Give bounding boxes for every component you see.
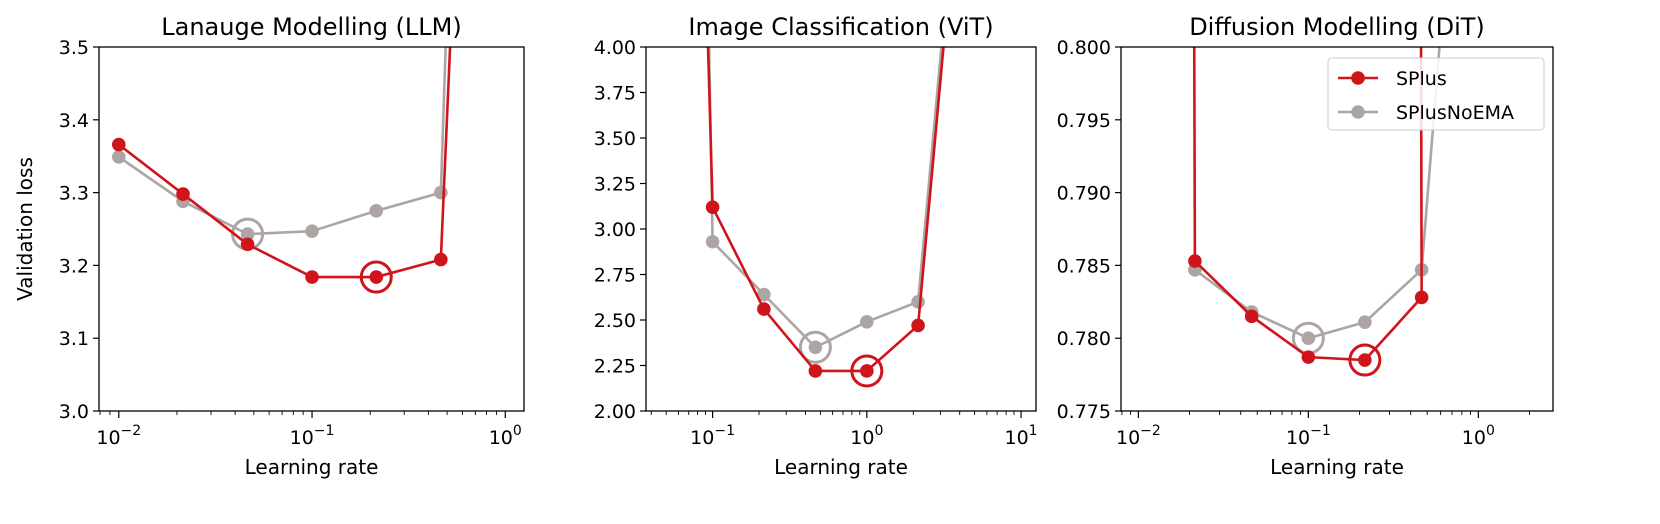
y-tick-label: 3.50 (594, 128, 636, 150)
data-point-splusnoema (1358, 315, 1372, 329)
x-axis-label: Learning rate (1270, 455, 1404, 479)
x-tick-label: 10−2 (96, 423, 141, 449)
x-tick-label: 101 (1004, 423, 1037, 449)
data-point-splus (911, 318, 925, 333)
data-point-splusnoema (111, 150, 126, 164)
axes-frame (645, 46, 1037, 412)
panel-3: Diffusion Modelling (DiT) 0.775 0.780 0.785… (1057, 13, 1554, 479)
best-marker-splus (359, 260, 393, 294)
best-marker-splus (1348, 343, 1382, 377)
panel-1: Lanauge Modelling (LLM) 3.0 3.1 3.2 3.3 3.4 3.… (13, 13, 525, 479)
legend-marker-splus (1351, 71, 1365, 85)
y-tick-label: 3.4 (59, 110, 89, 132)
data-point-splusnoema (860, 315, 874, 329)
y-tick-label: 2.50 (594, 310, 636, 332)
panel-2: Image Classification (ViT) 2.00 2.25 2.50 2.… (594, 13, 1038, 479)
x-tick-label: 100 (489, 423, 522, 449)
x-tick-label: 100 (1462, 423, 1495, 449)
data-point-splus (757, 302, 771, 316)
y-tick-label: 2.25 (594, 356, 636, 378)
y-tick-label: 4.00 (594, 37, 636, 59)
data-point-splusnoema (911, 295, 925, 309)
y-tick-label: 3.2 (59, 255, 89, 277)
data-point-splus (240, 237, 255, 252)
x-tick-label: 10−1 (690, 423, 735, 449)
series-line-splus (706, 47, 945, 373)
data-point-splusnoema (808, 340, 823, 355)
panel-title: Image Classification (ViT) (688, 13, 993, 41)
best-marker-splus (850, 354, 884, 388)
y-axis-label: Validation loss (13, 157, 37, 301)
x-tick-label: 100 (850, 423, 883, 449)
y-tick-label: 3.25 (594, 174, 636, 196)
series-line-splus (117, 47, 452, 279)
data-point-splusnoema (434, 185, 448, 200)
y-tick-label: 0.790 (1057, 183, 1111, 205)
plot-area (705, 47, 945, 388)
data-point-splus (434, 252, 448, 267)
panel-title: Diffusion Modelling (DiT) (1189, 13, 1485, 41)
legend-label-splusnoema: SPlusNoEMA (1396, 102, 1514, 124)
y-tick-label: 0.785 (1057, 255, 1111, 277)
data-point-splus (1414, 290, 1429, 305)
axes-frame (98, 46, 525, 412)
plot-area (1188, 47, 1441, 377)
y-tick-label: 3.1 (59, 328, 89, 350)
y-tick-label: 3.00 (594, 219, 636, 241)
x-axis-label: Learning rate (245, 455, 379, 479)
axes-frame (1120, 46, 1554, 412)
x-axis-label: Learning rate (774, 455, 908, 479)
data-point-splus (1188, 254, 1202, 268)
data-point-splus (1301, 350, 1316, 364)
y-tick-label: 0.800 (1057, 37, 1111, 59)
data-point-splus (1358, 353, 1372, 367)
data-point-splusnoema (369, 204, 384, 218)
data-point-splusnoema (1301, 331, 1316, 346)
y-tick-label: 3.3 (59, 183, 89, 205)
panel-title: Lanauge Modelling (LLM) (161, 13, 461, 41)
data-point-splusnoema (240, 227, 255, 241)
best-marker-splusnoema (798, 330, 832, 364)
data-point-splus (705, 200, 720, 214)
data-point-splusnoema (757, 287, 771, 302)
legend-label-splus: SPlus (1396, 68, 1447, 90)
data-point-splusnoema (705, 234, 720, 249)
series-line-splusnoema (707, 47, 943, 349)
y-tick-label: 0.795 (1057, 110, 1111, 132)
legend-marker-splusnoema (1351, 105, 1365, 119)
data-point-splus (808, 364, 823, 378)
data-point-splus (860, 364, 874, 378)
x-tick-label: 10−2 (1116, 423, 1161, 449)
plot-area (111, 47, 452, 294)
series-line-splusnoema (1194, 47, 1441, 340)
data-point-splus (111, 137, 126, 152)
data-point-splus (305, 270, 319, 284)
x-tick-label: 10−1 (290, 423, 335, 449)
x-tick-label: 10−1 (1286, 423, 1331, 449)
y-tick-label: 0.775 (1057, 401, 1111, 423)
y-tick-label: 3.0 (59, 401, 89, 423)
y-tick-label: 3.5 (59, 37, 89, 59)
data-point-splus (176, 187, 190, 201)
legend: SPlus SPlusNoEMA (1327, 57, 1545, 131)
y-tick-label: 2.00 (594, 401, 636, 423)
y-tick-label: 0.780 (1057, 328, 1111, 350)
data-point-splus (369, 270, 384, 284)
y-tick-label: 2.75 (594, 265, 636, 287)
y-tick-label: 3.75 (594, 83, 636, 105)
data-point-splusnoema (305, 224, 319, 238)
data-point-splus (1244, 309, 1259, 324)
legend-box (1327, 57, 1545, 131)
